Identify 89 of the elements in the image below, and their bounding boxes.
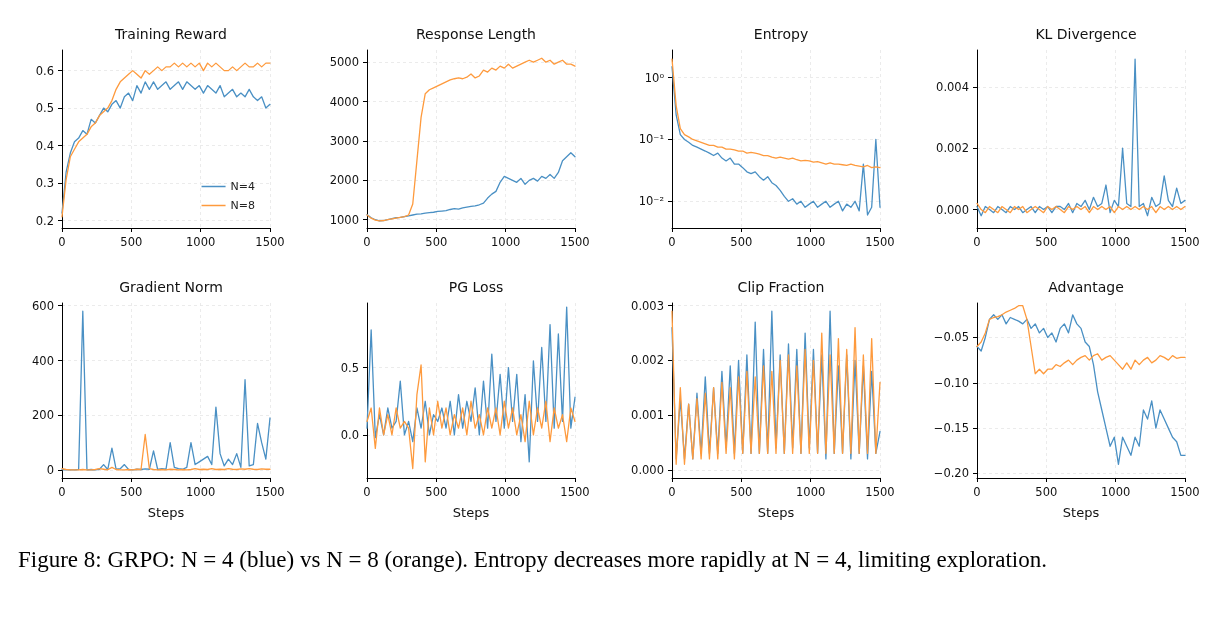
- chart-title: Gradient Norm: [119, 279, 223, 295]
- x-tick-label: 0: [668, 235, 676, 249]
- y-tick-label: 0.6: [35, 63, 54, 78]
- x-tick-label: 1500: [255, 485, 285, 499]
- x-tick-label: 1000: [1101, 235, 1131, 249]
- y-tick-label: 0.003: [631, 298, 664, 313]
- x-tick-label: 1500: [865, 485, 895, 499]
- line-series: [976, 305, 1186, 375]
- line-series: [61, 310, 271, 471]
- legend-label: N=8: [230, 199, 256, 212]
- x-tick-label: 500: [730, 235, 753, 249]
- x-tick-label: 0: [363, 485, 371, 499]
- x-tick-label: 0: [973, 235, 981, 249]
- y-tick-label: 0.3: [35, 176, 54, 191]
- chart-title: KL Divergence: [1035, 26, 1137, 42]
- x-tick-label: 1500: [865, 235, 895, 249]
- x-tick-label: 1500: [1170, 485, 1200, 499]
- y-tick-label: 4000: [329, 94, 359, 109]
- y-tick-label: 400: [32, 353, 54, 368]
- chart-title: PG Loss: [448, 279, 504, 295]
- y-tick-label: 3000: [329, 133, 359, 148]
- x-tick-label: 500: [1035, 235, 1058, 249]
- x-tick-label: 1000: [796, 235, 826, 249]
- y-tick-label: −0.05: [933, 330, 969, 345]
- chart-title: Clip Fraction: [737, 279, 825, 295]
- x-tick-label: 1000: [186, 485, 216, 499]
- chart-title: Response Length: [416, 26, 536, 42]
- x-tick-label: 1500: [560, 485, 590, 499]
- x-axis-title: Steps: [1062, 505, 1100, 520]
- chart-title: Entropy: [753, 26, 809, 42]
- y-tick-label: 600: [32, 298, 54, 313]
- x-tick-label: 0: [973, 485, 981, 499]
- legend-label: N=4: [230, 180, 256, 193]
- x-axis-title: Steps: [757, 505, 795, 520]
- y-tick-label: −0.15: [933, 421, 969, 436]
- x-tick-label: 0: [363, 235, 371, 249]
- line-series: [61, 433, 271, 471]
- x-axis-title: Steps: [147, 505, 185, 520]
- y-tick-label: 0.4: [35, 138, 54, 153]
- y-tick-label: 5000: [329, 55, 359, 70]
- y-tick-label: 0.2: [35, 213, 54, 228]
- x-tick-label: 0: [58, 485, 66, 499]
- x-tick-label: 500: [120, 235, 143, 249]
- line-series: [976, 314, 1186, 466]
- x-tick-label: 0: [58, 235, 66, 249]
- chart-title: Training Reward: [114, 26, 227, 42]
- y-tick-label: 0.5: [35, 101, 54, 116]
- x-tick-label: 500: [120, 485, 143, 499]
- y-tick-label: 0.002: [631, 353, 664, 368]
- y-tick-label: 0: [46, 463, 54, 478]
- x-tick-label: 1000: [1101, 485, 1131, 499]
- line-series: [366, 152, 576, 222]
- y-tick-label: 0.000: [936, 202, 969, 217]
- y-tick-label: 10⁰: [644, 70, 665, 85]
- line-series: [976, 202, 1186, 214]
- line-series: [976, 58, 1186, 217]
- x-tick-label: 1500: [560, 235, 590, 249]
- y-tick-label: 2000: [329, 173, 359, 188]
- line-series: [671, 58, 881, 169]
- x-tick-label: 500: [1035, 485, 1058, 499]
- x-tick-label: 0: [668, 485, 676, 499]
- x-tick-label: 500: [730, 485, 753, 499]
- x-tick-label: 1000: [491, 235, 521, 249]
- y-tick-label: −0.20: [933, 466, 969, 481]
- chart-title: Advantage: [1048, 279, 1124, 295]
- y-tick-label: 0.004: [936, 79, 969, 94]
- line-series: [366, 364, 576, 470]
- y-tick-label: 0.001: [631, 408, 664, 423]
- x-tick-label: 500: [425, 235, 448, 249]
- x-tick-label: 1500: [1170, 235, 1200, 249]
- x-tick-label: 500: [425, 485, 448, 499]
- y-tick-label: 0.5: [340, 360, 359, 375]
- y-tick-label: 10⁻¹: [638, 132, 664, 147]
- y-tick-label: 200: [32, 408, 54, 423]
- x-tick-label: 1500: [255, 235, 285, 249]
- x-axis-title: Steps: [452, 505, 490, 520]
- line-series: [366, 306, 576, 463]
- x-tick-label: 1000: [186, 235, 216, 249]
- caption: Figure 8: GRPO: N = 4 (blue) vs N = 8 (orange). Entropy decreases more rapidly at N = 4, limiting exploration.: [18, 546, 1048, 574]
- y-tick-label: 0.000: [631, 462, 664, 477]
- line-series: [366, 57, 576, 222]
- y-tick-label: 1000: [329, 212, 359, 227]
- y-tick-label: 0.002: [936, 141, 969, 156]
- y-tick-label: 0.0: [340, 427, 359, 442]
- line-series: [671, 66, 881, 216]
- x-tick-label: 1000: [796, 485, 826, 499]
- y-tick-label: −0.10: [933, 375, 969, 390]
- x-tick-label: 1000: [491, 485, 521, 499]
- y-tick-label: 10⁻²: [638, 194, 664, 209]
